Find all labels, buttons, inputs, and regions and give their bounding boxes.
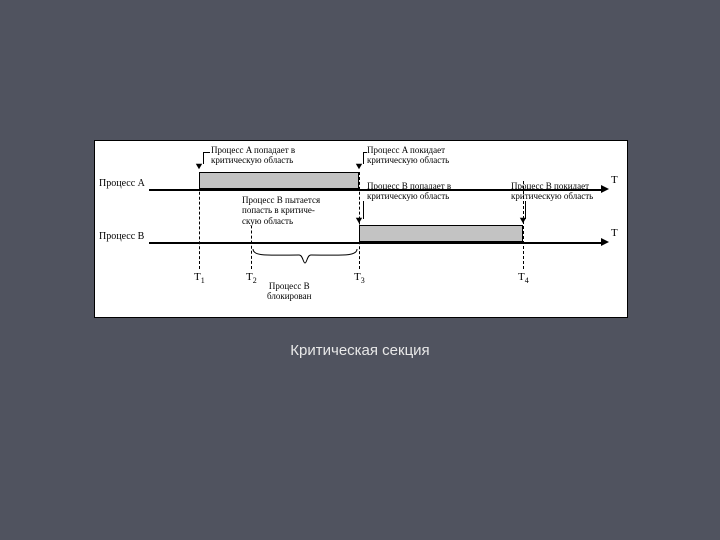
ptr-a-enter-line bbox=[204, 152, 210, 153]
ptr-a-leave-vline bbox=[363, 152, 364, 164]
tick-t2: T2 bbox=[246, 271, 257, 285]
ann-b-enter: Процесс B попадает в критическую область bbox=[367, 181, 451, 202]
tick-t3: T3 bbox=[354, 271, 365, 285]
tick-t1: T1 bbox=[194, 271, 205, 285]
process-b-critical-rect bbox=[359, 225, 523, 242]
process-b-label: Процесс B bbox=[99, 231, 144, 242]
slide-caption: Критическая секция bbox=[0, 342, 720, 359]
ptr-a-enter-vline bbox=[203, 152, 204, 164]
ann-b-leave: Процесс B покидает критическую область bbox=[511, 181, 593, 202]
tick-t4: T4 bbox=[518, 271, 529, 285]
ptr-a-enter-head bbox=[196, 164, 202, 170]
process-b-axis-label: T bbox=[611, 227, 618, 239]
ann-b-try: Процесс B пытается попасть в критиче- ск… bbox=[241, 195, 321, 226]
ptr-a-leave-head bbox=[356, 164, 362, 170]
process-b-timeline bbox=[149, 242, 601, 244]
ann-a-leave: Процесс A покидает критическую область bbox=[367, 145, 449, 166]
ptr-b-leave-head bbox=[520, 218, 526, 224]
ann-a-enter: Процесс A попадает в критическую область bbox=[211, 145, 295, 166]
brace-blocked bbox=[251, 247, 359, 267]
ptr-b-enter-head bbox=[356, 218, 362, 224]
ptr-a-leave-hline bbox=[363, 152, 367, 153]
process-b-arrowhead bbox=[601, 238, 609, 246]
process-a-critical-rect bbox=[199, 172, 359, 189]
ptr-b-enter-vline bbox=[363, 201, 364, 219]
ptr-b-leave-vline bbox=[525, 201, 526, 219]
process-a-label: Процесс A bbox=[99, 178, 145, 189]
diagram-panel: Процесс A T Процесс B T T1 T2 T3 T4 Проц… bbox=[94, 140, 628, 318]
process-a-axis-label: T bbox=[611, 174, 618, 186]
dash-t1 bbox=[199, 172, 200, 269]
ann-b-blocked: Процесс B блокирован bbox=[267, 281, 311, 302]
process-a-arrowhead bbox=[601, 185, 609, 193]
